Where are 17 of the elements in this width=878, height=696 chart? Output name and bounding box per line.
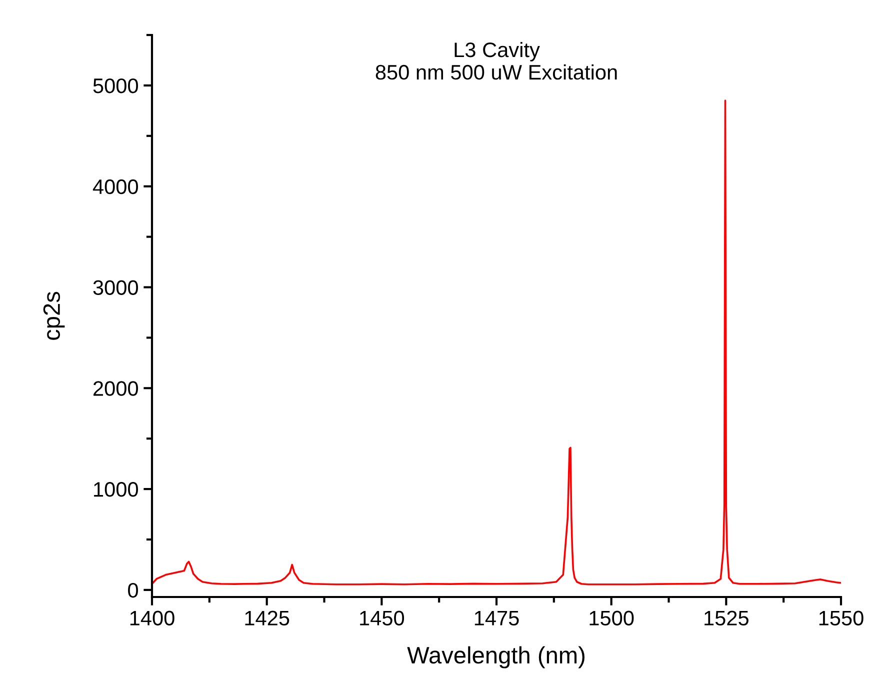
x-axis-title: Wavelength (nm) <box>407 646 584 668</box>
x-tick-label: 1475 <box>474 610 519 626</box>
y-tick-label: 5000 <box>93 78 138 94</box>
x-tick-label: 1450 <box>360 610 404 626</box>
line-series <box>152 100 841 586</box>
x-tick-label: 1425 <box>245 610 290 626</box>
text: L3 Cavity 850 nm 500 uW Excitation <box>376 42 617 80</box>
y-tick-label: 3000 <box>93 280 138 295</box>
y-tick-label: 4000 <box>92 179 138 194</box>
y-tick-label: 2000 <box>94 381 138 396</box>
x-tick-label: 1500 <box>590 610 634 626</box>
y-tick-label: 0 <box>128 582 138 598</box>
x-tick-label: 1400 <box>130 610 174 626</box>
y-axis-title: cp2s <box>43 292 65 340</box>
x-tick-label: 1525 <box>704 610 748 626</box>
y-tick-label: 1000 <box>94 482 138 497</box>
x-tick-label: 1550 <box>819 610 864 626</box>
